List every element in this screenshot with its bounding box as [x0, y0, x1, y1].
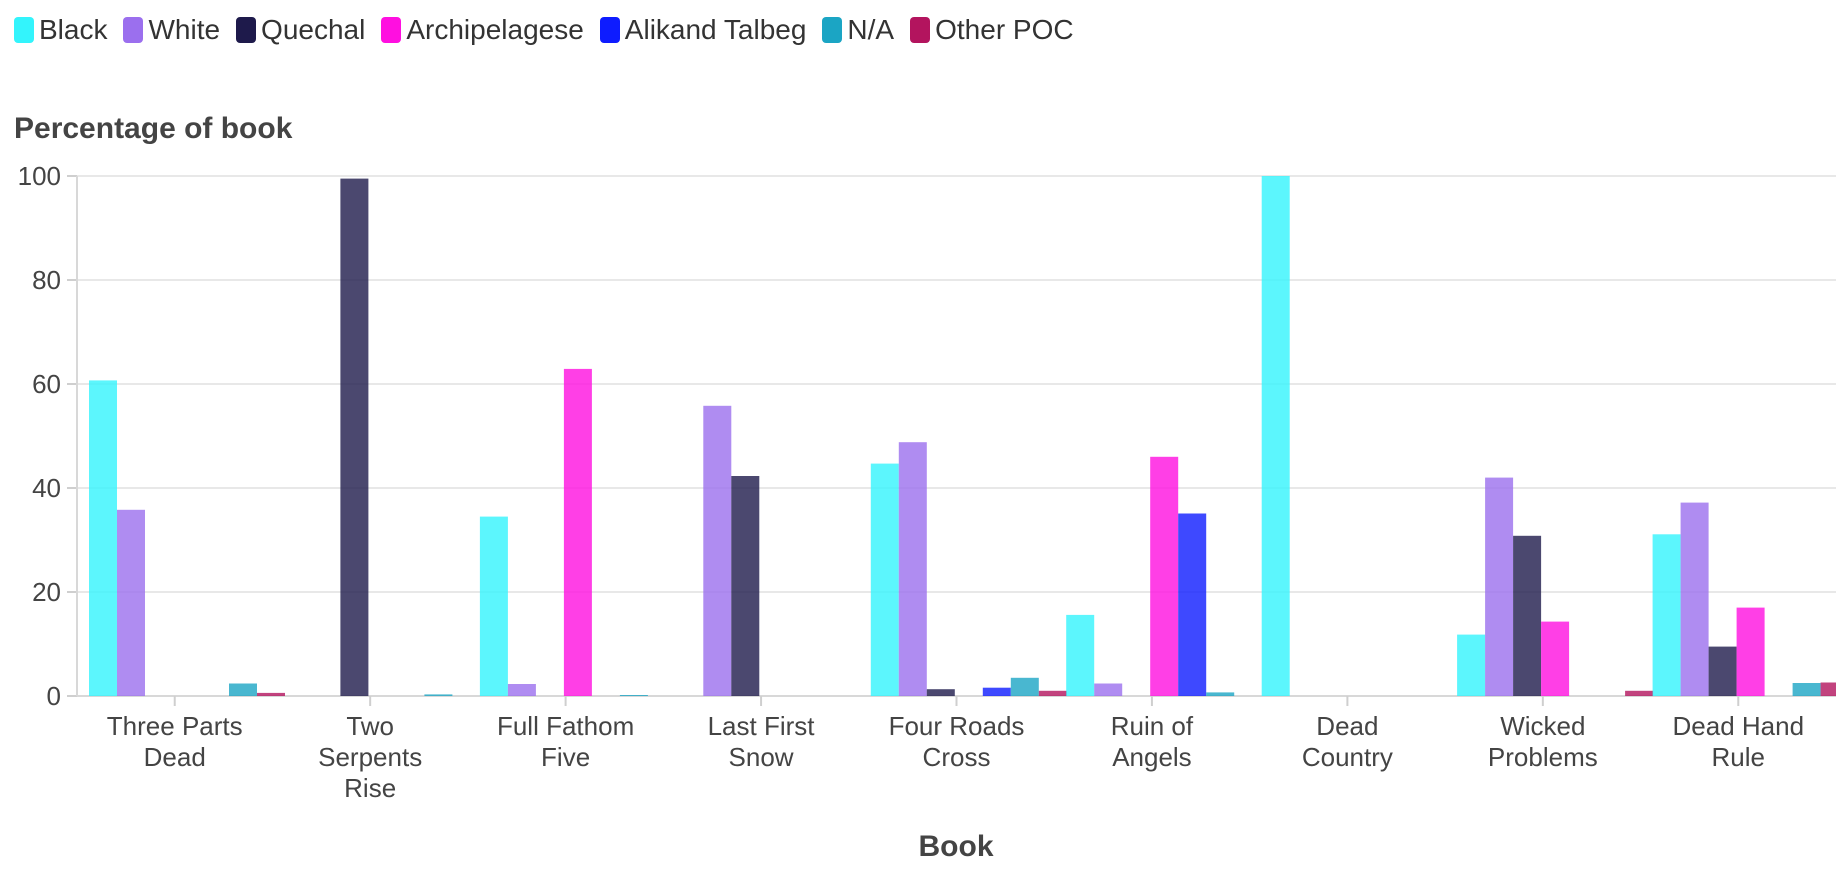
- bar-black-dead-country[interactable]: [1261, 176, 1290, 696]
- x-tick-label-line: Dead Hand: [1673, 711, 1805, 741]
- bar-quechal-two-serpents-rise[interactable]: [340, 178, 369, 697]
- bar-quechal-last-first-snow[interactable]: [731, 476, 760, 696]
- bar-white-three-parts-dead[interactable]: [117, 509, 145, 696]
- bar-black-dead-hand-rule[interactable]: [1652, 534, 1681, 696]
- legend-item-other-poc[interactable]: Other POC: [910, 14, 1074, 46]
- x-tick-label: Dead Hand Rule: [1673, 711, 1805, 772]
- legend-label: White: [148, 14, 221, 45]
- bar-other-poc-dead-hand-rule[interactable]: [1820, 682, 1836, 697]
- legend-label: Archipelagese: [406, 14, 584, 45]
- bar-white-four-roads-cross[interactable]: [898, 442, 927, 696]
- bar-n-a-four-roads-cross[interactable]: [1010, 677, 1039, 696]
- y-tick-label: 100: [18, 161, 61, 191]
- y-tick-label: 40: [32, 473, 61, 503]
- bar-n-a-two-serpents-rise[interactable]: [424, 694, 453, 696]
- bar-white-wicked-problems[interactable]: [1485, 477, 1514, 696]
- legend-label: N/A: [847, 14, 895, 45]
- y-axis-title: Percentage of book: [14, 112, 293, 145]
- bar-black-four-roads-cross[interactable]: [870, 463, 899, 696]
- legend-item-white[interactable]: White: [123, 14, 220, 46]
- legend-swatch: [381, 17, 402, 43]
- bar-alikand-talbeg-ruin-of-angels[interactable]: [1178, 513, 1207, 697]
- legend-item-archipelagese[interactable]: Archipelagese: [381, 14, 584, 46]
- legend: Black White Quechal Archipelagese Alikand Ta…: [14, 14, 1074, 46]
- bar-quechal-dead-hand-rule[interactable]: [1708, 646, 1737, 696]
- legend-swatch: [910, 17, 931, 43]
- bar-black-full-fathom-five[interactable]: [479, 516, 508, 696]
- x-tick-label: Three Parts Dead: [107, 711, 243, 772]
- bar-n-a-full-fathom-five[interactable]: [619, 695, 648, 696]
- x-tick-label: Four Roads Cross: [889, 711, 1025, 772]
- x-tick-label: Ruin of Angels: [1111, 711, 1194, 772]
- x-tick-label: Full Fathom Five: [497, 711, 634, 772]
- bar-black-three-parts-dead[interactable]: [89, 380, 117, 696]
- x-tick-label-line: Serpents: [318, 742, 422, 772]
- bar-n-a-ruin-of-angels[interactable]: [1206, 692, 1235, 696]
- y-tick-label: 20: [32, 577, 61, 607]
- x-axis-title: Book: [919, 830, 994, 863]
- bar-archipelagese-ruin-of-angels[interactable]: [1150, 456, 1179, 696]
- y-tick-label: 0: [47, 681, 61, 711]
- legend-label: Black: [39, 14, 108, 45]
- bar-white-last-first-snow[interactable]: [703, 405, 732, 696]
- bar-white-full-fathom-five[interactable]: [507, 684, 536, 696]
- x-tick-label-line: Country: [1302, 742, 1393, 772]
- x-tick-label-line: Problems: [1488, 742, 1598, 772]
- legend-swatch: [822, 17, 843, 43]
- y-axis: 0 20 40 60 80 100: [18, 161, 78, 711]
- bar-n-a-three-parts-dead[interactable]: [229, 683, 257, 697]
- legend-label: Other POC: [935, 14, 1074, 45]
- legend-swatch: [236, 17, 257, 43]
- x-tick-label-line: Last First: [708, 711, 816, 741]
- x-tick-label: Last First Snow: [708, 711, 816, 772]
- x-tick-label-line: Angels: [1112, 742, 1192, 772]
- x-tick-label-line: Wicked: [1500, 711, 1585, 741]
- bar-archipelagese-wicked-problems[interactable]: [1541, 621, 1570, 696]
- bar-black-wicked-problems[interactable]: [1457, 634, 1486, 696]
- legend-swatch: [14, 17, 34, 43]
- x-tick-label-line: Full Fathom: [497, 711, 634, 741]
- legend-label: Alikand Talbeg: [624, 14, 807, 45]
- bar-black-ruin-of-angels[interactable]: [1066, 614, 1095, 696]
- legend-swatch: [123, 17, 144, 43]
- x-tick-label: Wicked Problems: [1488, 711, 1598, 772]
- bars: [89, 176, 1836, 697]
- bar-archipelagese-dead-hand-rule[interactable]: [1736, 607, 1765, 696]
- x-tick-label-line: Dead: [1316, 711, 1378, 741]
- legend-item-quechal[interactable]: Quechal: [236, 14, 365, 46]
- legend-label: Quechal: [261, 14, 366, 45]
- bar-other-poc-three-parts-dead[interactable]: [257, 692, 285, 696]
- bar-white-ruin-of-angels[interactable]: [1094, 683, 1123, 697]
- bar-quechal-wicked-problems[interactable]: [1513, 535, 1542, 696]
- y-tick-label: 60: [32, 369, 61, 399]
- x-tick-label-line: Two: [346, 711, 394, 741]
- x-tick-label: Two Serpents Rise: [318, 711, 422, 803]
- legend-item-black[interactable]: Black: [14, 14, 107, 46]
- x-tick-label-line: Five: [541, 742, 590, 772]
- legend-swatch: [599, 17, 620, 43]
- x-tick-label-line: Snow: [729, 742, 794, 772]
- x-tick-label-line: Four Roads: [889, 711, 1025, 741]
- bar-other-poc-wicked-problems[interactable]: [1625, 690, 1654, 696]
- x-tick-label-line: Dead: [144, 742, 206, 772]
- legend-item-alikand-talbeg[interactable]: Alikand Talbeg: [599, 14, 807, 46]
- bar-white-dead-hand-rule[interactable]: [1680, 502, 1709, 696]
- x-tick-label-line: Rise: [344, 773, 396, 803]
- bar-archipelagese-full-fathom-five[interactable]: [563, 368, 592, 696]
- x-tick-label-line: Ruin of: [1111, 711, 1194, 741]
- bar-alikand-talbeg-four-roads-cross[interactable]: [982, 687, 1011, 696]
- bar-quechal-four-roads-cross[interactable]: [926, 689, 955, 696]
- x-tick-label-line: Cross: [923, 742, 991, 772]
- x-tick-label-line: Three Parts: [107, 711, 243, 741]
- x-tick-label-line: Rule: [1712, 742, 1765, 772]
- bar-other-poc-four-roads-cross[interactable]: [1038, 690, 1067, 696]
- bar-n-a-dead-hand-rule[interactable]: [1792, 683, 1821, 696]
- legend-item-n-a[interactable]: N/A: [822, 14, 894, 46]
- y-tick-label: 80: [32, 265, 61, 295]
- x-tick-label: Dead Country: [1302, 711, 1393, 772]
